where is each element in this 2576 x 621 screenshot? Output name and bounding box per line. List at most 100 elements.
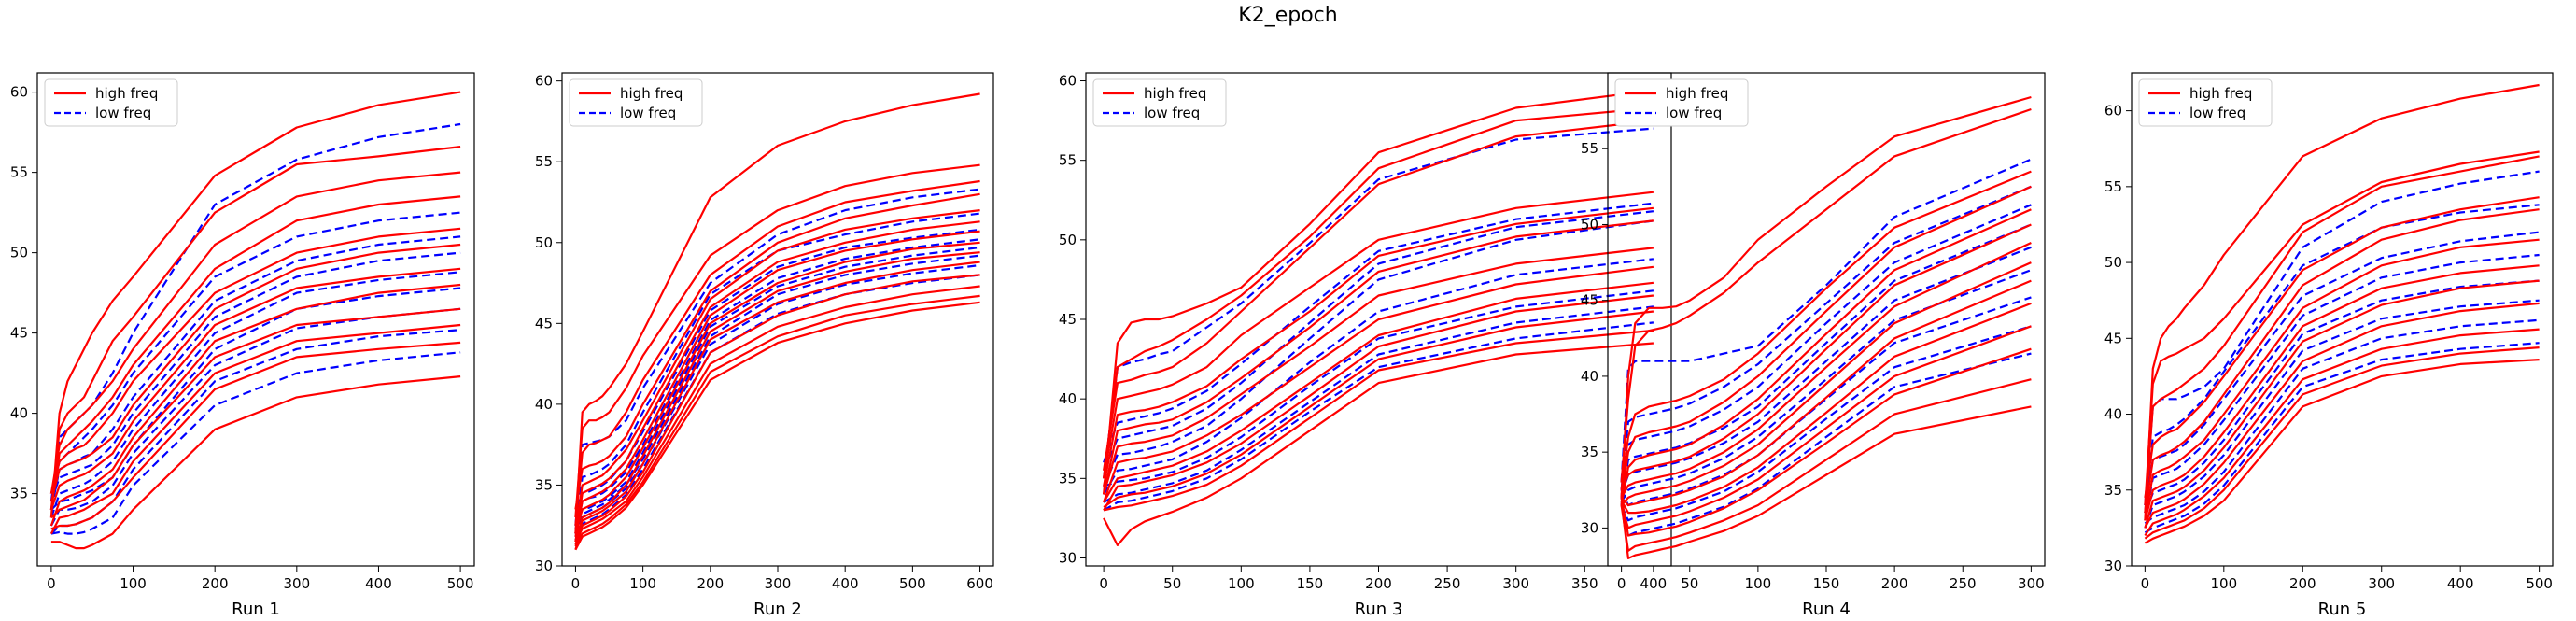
series-line-high-freq [2144, 359, 2540, 544]
series-line-low-freq [49, 211, 461, 494]
y-tick-label: 40 [1059, 390, 1077, 407]
legend-high-freq-label: high freq [1144, 85, 1206, 102]
subplot-3: 0 50 100 150 200 250 300 350 40030354045505560Ru… [1059, 72, 1672, 619]
legend: high freq low freq [2138, 78, 2273, 127]
series-line-low-freq [1620, 352, 2032, 537]
series-line-high-freq [50, 307, 461, 519]
series-line-high-freq [49, 227, 461, 494]
y-tick-label: 50 [10, 245, 28, 261]
series-line-high-freq [1620, 95, 2032, 498]
series-line-high-freq [1103, 191, 1654, 479]
legend-low-freq-label: low freq [1144, 105, 1200, 121]
y-tick-label: 35 [2104, 482, 2122, 499]
x-tick-label: 100 [120, 575, 147, 592]
series-line-high-freq [1620, 378, 2032, 552]
series-line-high-freq [574, 92, 980, 534]
x-tick-label: 50 [1163, 575, 1181, 592]
series-line-high-freq [574, 192, 980, 510]
series-line-high-freq [1620, 107, 2032, 483]
legend: high freq low freq [44, 78, 178, 127]
series-line-low-freq [1103, 202, 1654, 463]
y-tick-label: 35 [1581, 444, 1598, 460]
series-line-high-freq [574, 179, 980, 526]
y-tick-label: 30 [1581, 519, 1598, 536]
x-tick-label: 600 [966, 575, 993, 592]
x-tick-label: 350 [1571, 575, 1598, 592]
series-line-high-freq [2144, 302, 2540, 529]
x-tick-label: 500 [447, 575, 474, 592]
x-tick-label: 50 [1681, 575, 1698, 592]
series-line-high-freq [574, 285, 980, 543]
series-line-high-freq [1103, 329, 1654, 512]
y-tick-label: 50 [1581, 216, 1598, 233]
series-group [1620, 95, 2032, 560]
series-line-high-freq [1103, 281, 1654, 503]
x-tick-label: 0 [1617, 575, 1626, 592]
series-line-low-freq [574, 246, 980, 529]
series-line-low-freq [1103, 210, 1654, 472]
legend-low-freq-label: low freq [620, 105, 676, 121]
x-axis-label: Run 2 [753, 600, 802, 619]
legend-low-freq-label: low freq [1666, 105, 1722, 121]
series-line-low-freq [2144, 231, 2540, 506]
series-line-high-freq [2144, 328, 2540, 537]
y-tick-label: 60 [2104, 103, 2122, 120]
legend: high freq low freq [1614, 78, 1749, 127]
series-line-high-freq [2144, 150, 2540, 506]
series-line-high-freq [1103, 219, 1654, 495]
series-line-high-freq [1620, 170, 2032, 490]
series-line-high-freq [49, 195, 461, 510]
series-line-low-freq [49, 307, 461, 527]
y-tick-label: 60 [10, 84, 28, 101]
series-line-high-freq [574, 294, 980, 547]
series-line-low-freq [1620, 223, 2032, 506]
y-tick-label: 50 [535, 234, 553, 251]
y-tick-label: 50 [2104, 254, 2122, 271]
series-line-high-freq [574, 301, 980, 551]
series-group [2144, 83, 2540, 544]
y-tick-label: 55 [535, 153, 553, 170]
x-axis-label: Run 1 [232, 600, 280, 619]
y-tick-label: 30 [1059, 549, 1077, 566]
series-line-low-freq [574, 254, 980, 538]
series-line-low-freq [1620, 185, 2032, 490]
x-tick-label: 500 [2526, 575, 2553, 592]
series-line-high-freq [574, 251, 980, 543]
series-line-high-freq [49, 267, 461, 511]
y-tick-label: 40 [10, 405, 28, 422]
series-line-high-freq [1103, 294, 1654, 511]
x-tick-label: 100 [1228, 575, 1255, 592]
x-axis-label: Run 3 [1355, 600, 1403, 619]
series-line-low-freq [1103, 305, 1654, 503]
subplot-5: 0 100 200 300 400 500 30 35 40 45 50 55 60 Run 5 high … [2104, 72, 2554, 619]
y-tick-label: 30 [2104, 557, 2122, 574]
y-tick-label: 45 [535, 315, 553, 332]
series-line-low-freq [2144, 299, 2540, 529]
series-line-high-freq [2144, 264, 2540, 521]
x-tick-label: 300 [2368, 575, 2395, 592]
series-line-high-freq [2144, 155, 2540, 514]
y-tick-label: 35 [1059, 470, 1077, 487]
x-tick-label: 300 [765, 575, 792, 592]
series-line-low-freq [2144, 342, 2540, 534]
series-line-high-freq [49, 283, 461, 527]
series-line-high-freq [1620, 223, 2032, 491]
series-line-low-freq [1620, 269, 2032, 503]
x-tick-label: 300 [283, 575, 310, 592]
y-tick-label: 55 [1581, 140, 1598, 157]
series-line-high-freq [2144, 208, 2540, 514]
legend-high-freq-label: high freq [2189, 85, 2252, 102]
series-line-high-freq [2144, 196, 2540, 499]
series-line-high-freq [1620, 242, 2032, 499]
y-tick-label: 45 [1059, 311, 1077, 328]
series-group [574, 92, 980, 551]
y-tick-label: 55 [10, 164, 28, 181]
legend-high-freq-label: high freq [1666, 85, 1728, 102]
series-group [49, 91, 461, 550]
series-line-low-freq [2144, 279, 2540, 514]
y-tick-label: 40 [535, 396, 553, 413]
series-line-high-freq [49, 323, 461, 535]
series-line-low-freq [49, 271, 461, 518]
x-tick-label: 0 [47, 575, 56, 592]
